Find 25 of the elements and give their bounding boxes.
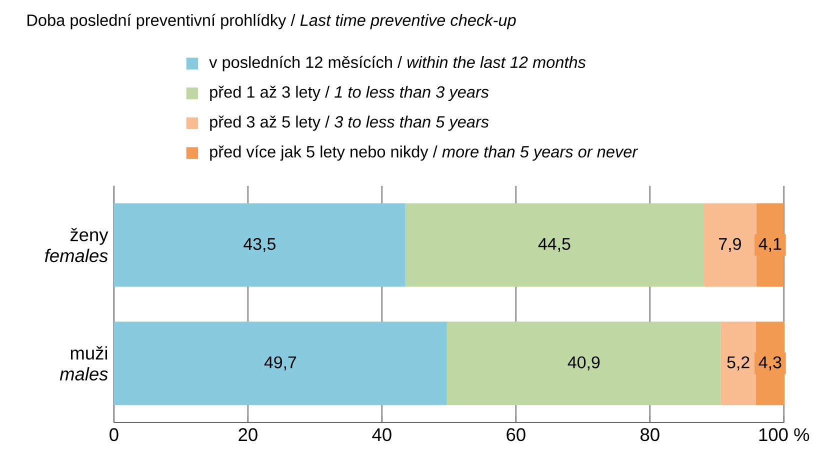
legend-label: před více jak 5 lety nebo nikdy / more than 5 years or never — [210, 146, 638, 161]
data-label: 44,5 — [538, 238, 570, 252]
y-tick-label: ženy females — [44, 228, 108, 262]
x-tick-label: 80 — [640, 428, 660, 442]
data-label: 5,2 — [727, 356, 750, 370]
chart-title: Doba poslední preventivní prohlídky / Last time preventive check-up — [28, 14, 516, 30]
legend-label: před 1 až 3 lety / 1 to less than 3 years — [210, 86, 489, 102]
data-label: 4,1 — [758, 238, 782, 252]
legend-label: před 3 až 5 lety / 3 to less than 5 years — [210, 116, 489, 131]
x-tick-label: 0 — [110, 428, 118, 442]
x-tick-label: 20 — [238, 428, 258, 442]
bar — [405, 203, 704, 287]
data-label: 49,7 — [264, 356, 296, 370]
legend-label: v posledních 12 měsících / within the last 12 months — [209, 56, 586, 72]
x-tick-label: 40 — [372, 428, 392, 442]
bar — [114, 322, 447, 406]
bar — [446, 322, 721, 406]
data-label: 4,3 — [758, 356, 782, 370]
data-label: 43,5 — [244, 238, 276, 252]
data-label: 40,9 — [568, 356, 600, 370]
bar — [114, 203, 406, 287]
x-tick-label: 60 — [506, 428, 526, 442]
y-tick-label: muži males — [60, 346, 108, 381]
x-tick-label: 100 % — [759, 428, 810, 442]
data-label: 7,9 — [719, 238, 741, 252]
